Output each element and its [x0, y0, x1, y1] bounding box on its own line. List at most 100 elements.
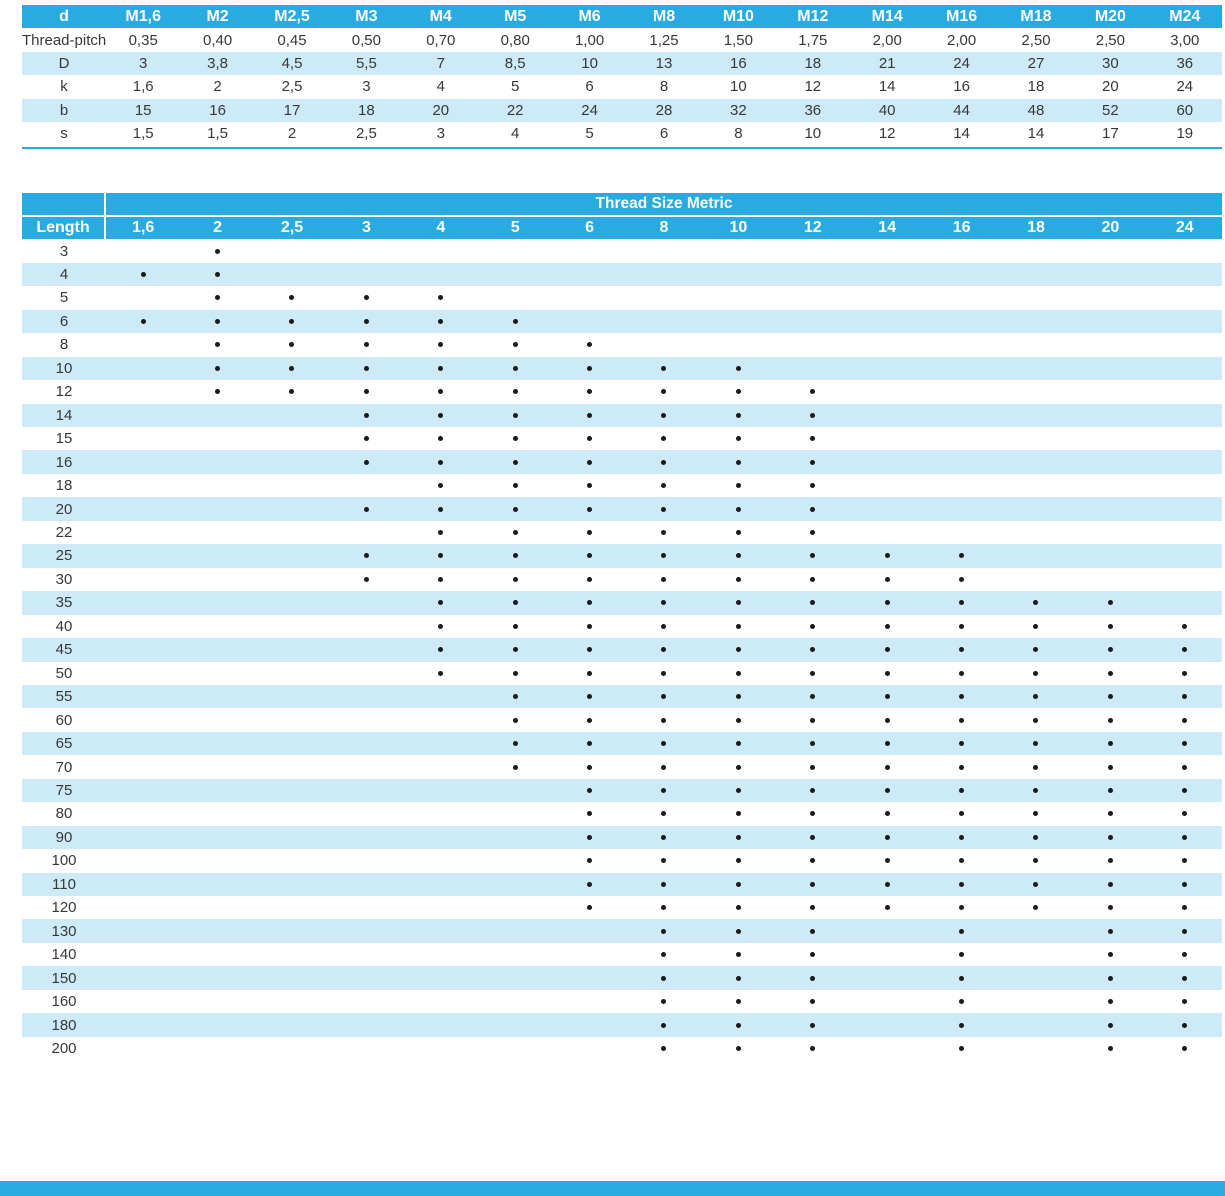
availability-dot: [587, 389, 593, 395]
availability-cell: [478, 474, 552, 497]
spec-value: 12: [878, 125, 896, 143]
availability-cell: [106, 826, 180, 849]
availability-cell: [776, 896, 850, 919]
availability-cell: [404, 826, 478, 849]
availability-cell: [180, 990, 254, 1013]
availability-dot: [735, 1022, 741, 1028]
availability-dot: [810, 459, 816, 465]
length-value: 16: [55, 453, 73, 471]
thread-size-column-header: 3: [361, 219, 371, 237]
availability-dot: [587, 694, 593, 700]
availability-dot: [735, 459, 741, 465]
availability-cell: [1148, 310, 1222, 333]
availability-dot: [959, 647, 965, 653]
availability-dot: [289, 342, 295, 348]
length-value: 150: [51, 969, 77, 987]
availability-cell: [180, 755, 254, 778]
spec-value: 30: [1102, 54, 1119, 72]
m-size-column-header: M18: [1020, 7, 1052, 25]
availability-cell: [552, 896, 626, 919]
spec-value: 14: [878, 78, 896, 96]
availability-cell: [552, 521, 626, 544]
availability-cell: [255, 1037, 329, 1060]
availability-cell: [1148, 380, 1222, 403]
availability-cell: [404, 474, 478, 497]
availability-row: 40: [22, 615, 1222, 638]
availability-cell: [106, 638, 180, 661]
availability-cell: [106, 896, 180, 919]
availability-cell: [701, 662, 775, 685]
availability-cell: [255, 943, 329, 966]
m-size-column-header: M6: [578, 7, 601, 25]
spec-value: 1,25: [649, 31, 679, 49]
availability-cell: [1148, 708, 1222, 731]
availability-cell: [329, 591, 403, 614]
availability-cell: [180, 615, 254, 638]
availability-cell: [180, 662, 254, 685]
availability-cell: [999, 662, 1073, 685]
availability-cell: [255, 966, 329, 989]
availability-cell: [999, 873, 1073, 896]
availability-cell: [404, 427, 478, 450]
availability-row: 150: [22, 966, 1222, 990]
availability-dot: [810, 764, 816, 770]
availability-dot: [438, 530, 444, 535]
m-size-column-header: M4: [429, 7, 452, 25]
availability-cell: [478, 568, 552, 591]
availability-cell: [701, 591, 775, 614]
availability-cell: [1148, 638, 1222, 661]
spec-value: 2,00: [872, 31, 902, 49]
availability-cell: [701, 802, 775, 825]
availability-cell: [850, 873, 924, 896]
spec-value: 60: [1176, 101, 1194, 119]
availability-dot: [512, 365, 518, 371]
availability-cell: [255, 849, 329, 872]
availability-cell: [701, 779, 775, 802]
availability-cell: [776, 404, 850, 427]
availability-dot: [884, 647, 890, 653]
availability-cell: [627, 638, 701, 661]
length-value: 14: [55, 406, 73, 424]
availability-cell: [924, 826, 998, 849]
availability-cell: [1073, 849, 1147, 872]
availability-cell: [255, 638, 329, 661]
availability-cell: [627, 990, 701, 1013]
availability-cell: [999, 802, 1073, 825]
availability-row: 30: [22, 568, 1222, 591]
availability-cell: [478, 662, 552, 685]
availability-cell: [701, 286, 775, 309]
availability-cell: [1073, 779, 1147, 802]
availability-dot: [363, 506, 369, 512]
availability-dot: [884, 553, 890, 559]
availability-cell: [180, 849, 254, 872]
availability-dot: [661, 647, 667, 653]
availability-cell: [180, 638, 254, 661]
bottom-accent-bar: [0, 1181, 1225, 1196]
availability-cell: [999, 990, 1073, 1013]
availability-cell: [776, 1013, 850, 1036]
availability-dot: [810, 811, 816, 817]
availability-dot: [215, 318, 221, 324]
availability-cell: [552, 568, 626, 591]
availability-cell: [106, 450, 180, 473]
availability-cell: [776, 943, 850, 966]
availability-cell: [776, 333, 850, 356]
availability-cell: [552, 732, 626, 755]
availability-cell: [850, 380, 924, 403]
availability-cell: [627, 286, 701, 309]
availability-dot: [1033, 811, 1039, 817]
length-value: 200: [51, 1039, 77, 1057]
availability-cell: [329, 310, 403, 333]
thread-size-column-header: 18: [1027, 219, 1045, 237]
availability-dot: [438, 436, 444, 442]
availability-cell: [478, 873, 552, 896]
availability-cell: [924, 943, 998, 966]
availability-cell: [404, 1013, 478, 1036]
length-value: 80: [55, 805, 73, 823]
spec-value: 0,40: [202, 31, 233, 49]
availability-cell: [255, 802, 329, 825]
availability-dot: [735, 952, 741, 958]
availability-dot: [735, 694, 741, 700]
availability-cell: [478, 286, 552, 309]
availability-cell: [1073, 615, 1147, 638]
